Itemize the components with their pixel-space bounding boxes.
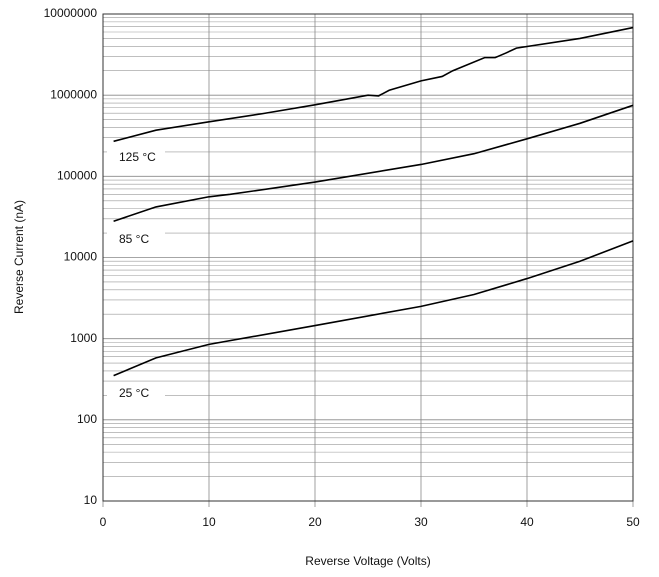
y-tick-label: 100000 bbox=[57, 169, 97, 183]
series-label-bg bbox=[107, 231, 165, 249]
x-tick-label: 50 bbox=[626, 515, 640, 529]
y-tick-label: 1000 bbox=[70, 331, 97, 345]
series-label: 85 °C bbox=[119, 232, 149, 246]
y-tick-label: 10000 bbox=[64, 250, 98, 264]
series-label-bg bbox=[107, 385, 165, 403]
plot-frame bbox=[102, 13, 634, 502]
series-label: 25 °C bbox=[119, 386, 149, 400]
y-tick-label: 10 bbox=[84, 493, 98, 507]
y-axis-label: Reverse Current (nA) bbox=[12, 200, 26, 314]
x-axis-label: Reverse Voltage (Volts) bbox=[305, 554, 430, 568]
x-tick-label: 40 bbox=[520, 515, 534, 529]
y-tick-label: 10000000 bbox=[44, 6, 98, 20]
x-tick-label: 0 bbox=[100, 515, 107, 529]
y-tick-label: 100 bbox=[77, 412, 97, 426]
series-label: 125 °C bbox=[119, 150, 156, 164]
series-label-bg bbox=[107, 149, 165, 167]
x-tick-label: 30 bbox=[414, 515, 428, 529]
series-line bbox=[113, 104, 634, 222]
series-line bbox=[113, 26, 634, 143]
x-tick-label: 20 bbox=[308, 515, 322, 529]
series-line bbox=[113, 240, 634, 377]
x-tick-label: 10 bbox=[202, 515, 216, 529]
y-tick-label: 1000000 bbox=[50, 87, 97, 101]
